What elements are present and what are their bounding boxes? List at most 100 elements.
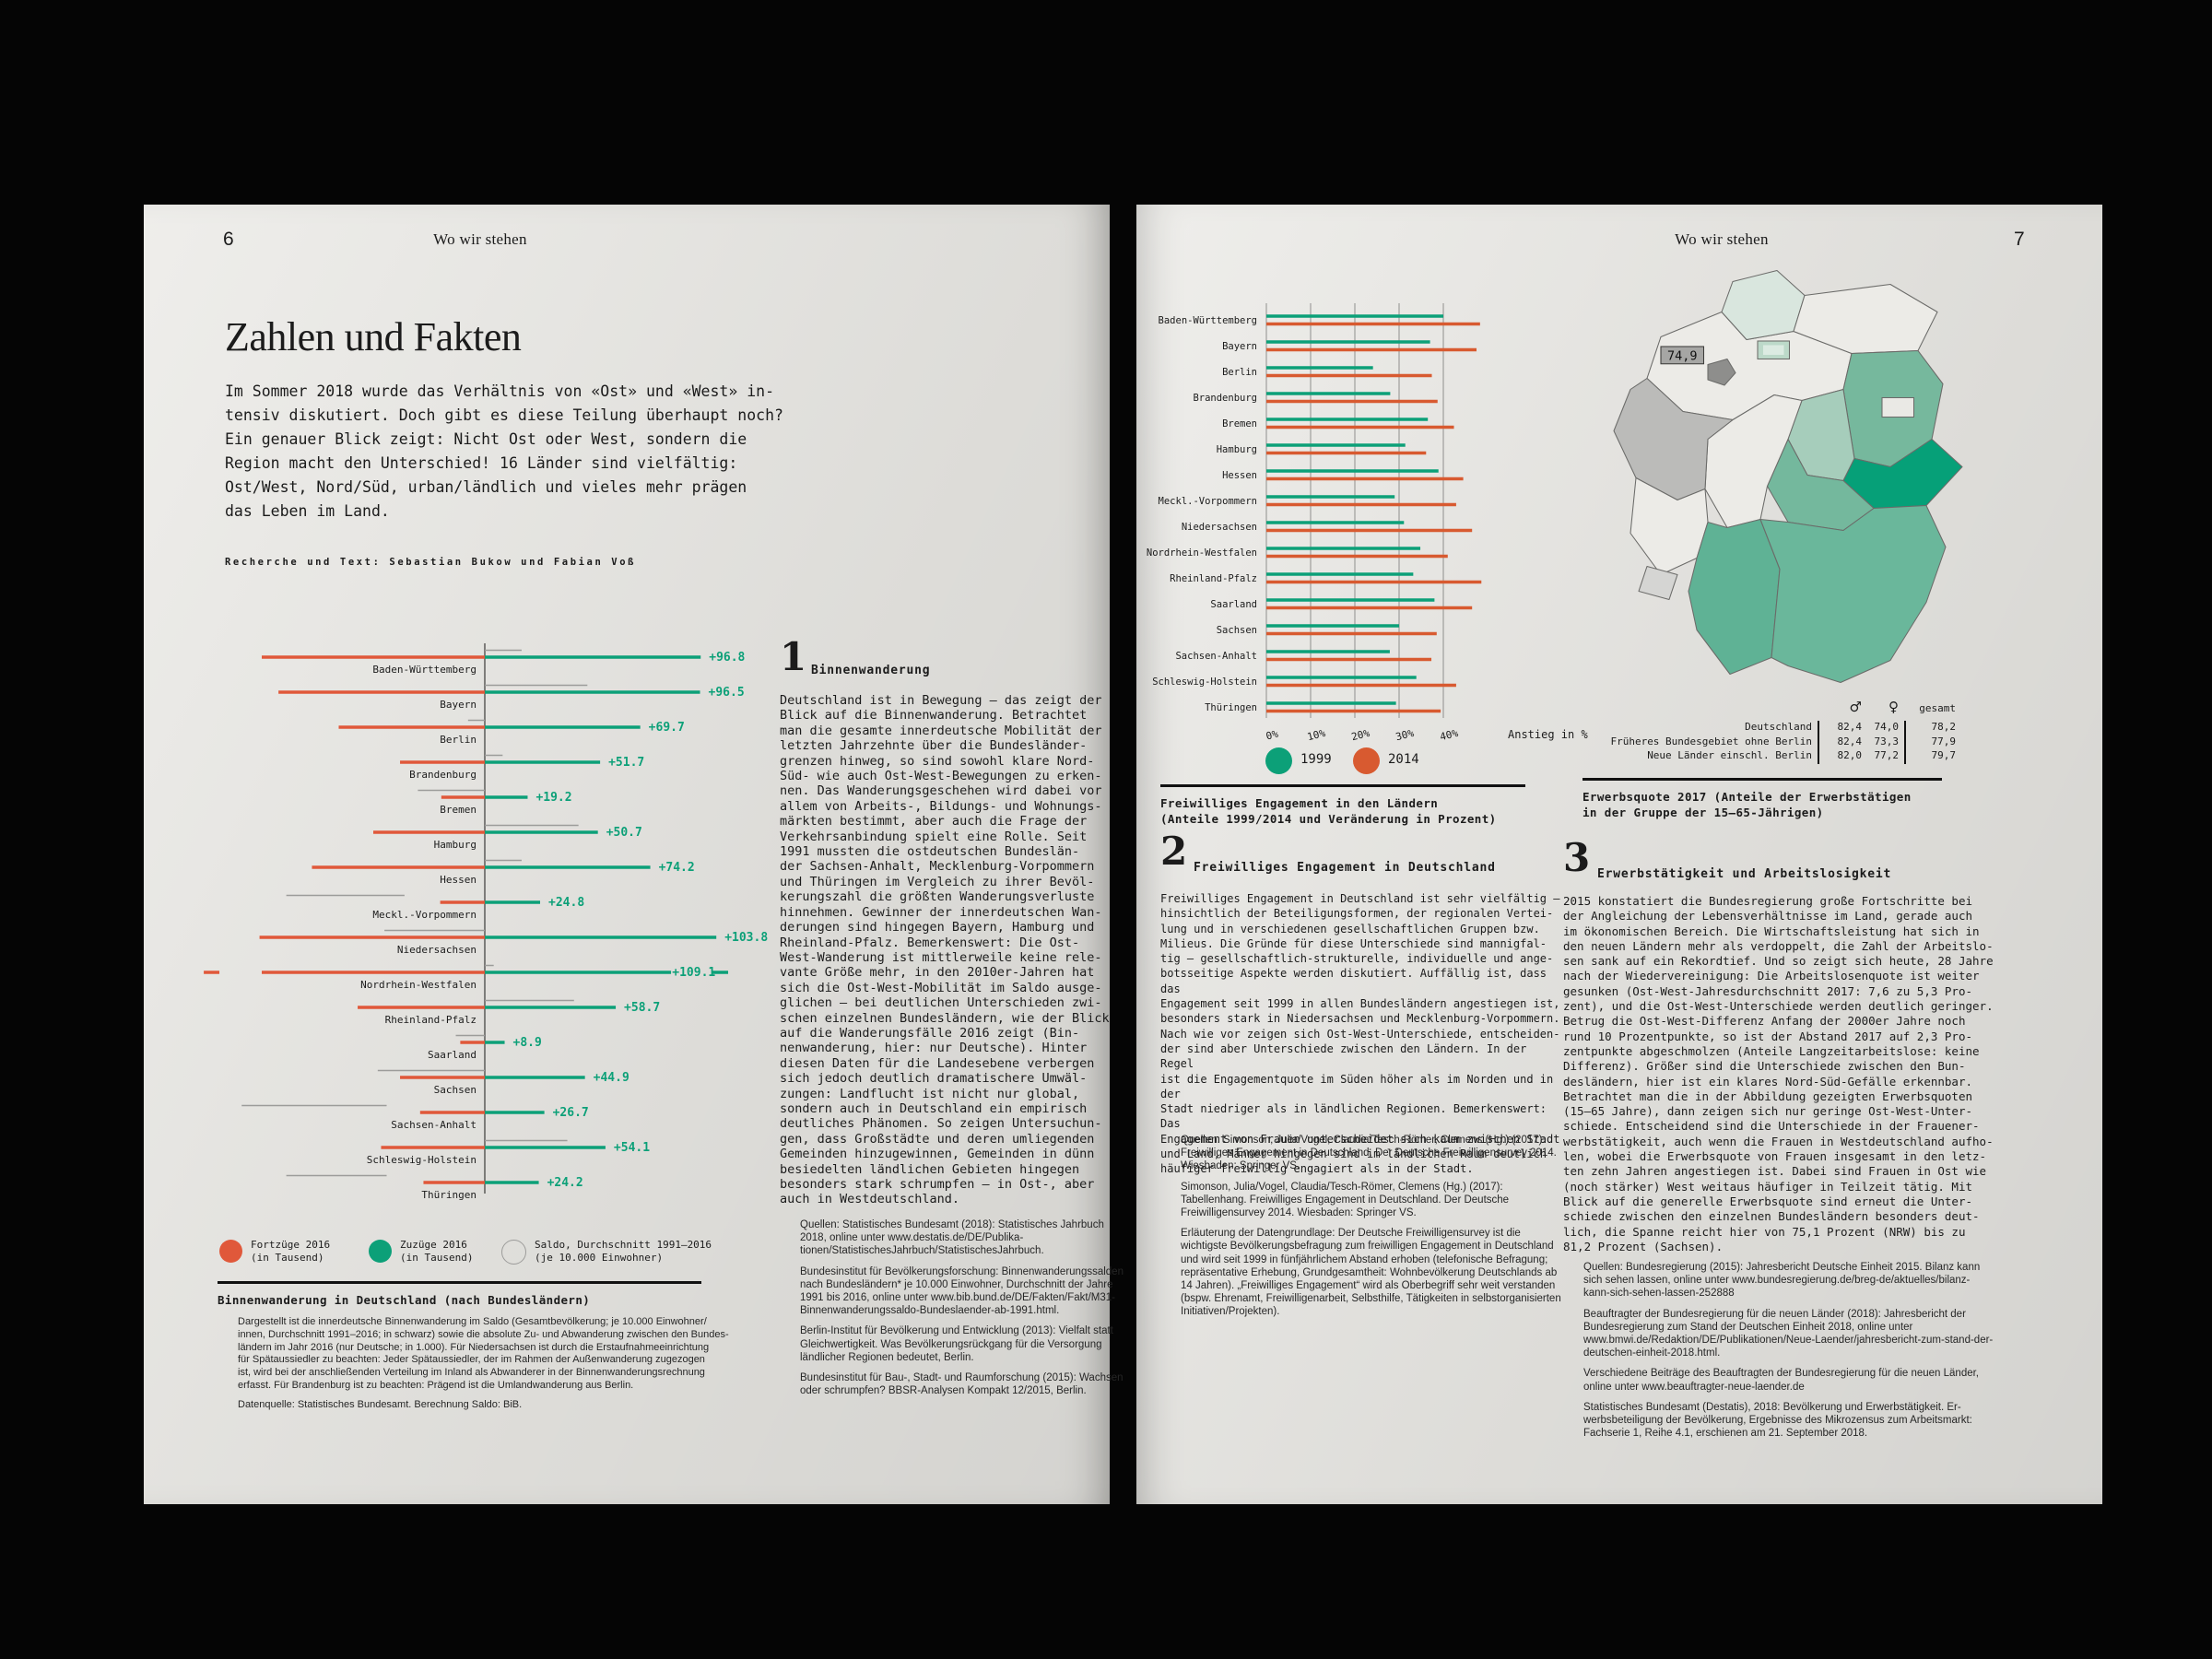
germany-map: 74,9 xyxy=(1613,269,1963,684)
svg-text:Bayern: Bayern xyxy=(1222,341,1257,352)
section3-body: 2015 konstatiert die Bundesregierung gro… xyxy=(1563,894,1994,1253)
svg-text:Schleswig-Holstein: Schleswig-Holstein xyxy=(367,1154,477,1166)
source-paragraph: Quellen: Simonson, Julia/Vogel, Claudia/… xyxy=(1181,1135,1557,1172)
svg-text:+8.9: +8.9 xyxy=(513,1036,542,1050)
svg-text:Sachsen-Anhalt: Sachsen-Anhalt xyxy=(1175,651,1257,662)
svg-text:Rheinland-Pfalz: Rheinland-Pfalz xyxy=(385,1014,477,1026)
page-title: Zahlen und Fakten xyxy=(225,314,522,359)
svg-text:+44.9: +44.9 xyxy=(594,1071,629,1085)
state-Hessen xyxy=(1704,394,1803,529)
page-left: 6 Wo wir stehen Zahlen und Fakten Im Som… xyxy=(144,205,1124,1504)
caption-note-left: Dargestellt ist die innerdeutsche Binnen… xyxy=(238,1316,729,1391)
section3-number: 3 xyxy=(1563,835,1591,880)
female-value: 74,0 xyxy=(1874,721,1900,733)
table-divider xyxy=(1904,749,1906,764)
svg-text:+19.2: +19.2 xyxy=(535,791,571,805)
source-paragraph: Berlin-Institut für Bevölkerung und Entw… xyxy=(800,1325,1113,1363)
section2-body: Freiwilliges Engagement in Deutschland i… xyxy=(1160,892,1560,1176)
svg-text:Berlin: Berlin xyxy=(1222,367,1257,378)
source-paragraph: Simonson, Julia/Vogel, Claudia/Tesch-Röm… xyxy=(1181,1181,1510,1219)
hamburg-inner xyxy=(1763,345,1784,355)
svg-text:Hessen: Hessen xyxy=(440,874,477,886)
caption-title-left: Binnenwanderung in Deutschland (nach Bun… xyxy=(218,1293,591,1307)
svg-text:20%: 20% xyxy=(1350,727,1371,744)
state-Baden-Württemberg xyxy=(1688,518,1781,676)
section2-heading: Freiwilliges Engagement in Deutschland xyxy=(1194,861,1496,875)
source-paragraph: Beauftragter der Bundesregierung für die… xyxy=(1583,1308,1994,1359)
svg-text:Baden-Württemberg: Baden-Württemberg xyxy=(1159,315,1257,326)
svg-text:Hamburg: Hamburg xyxy=(1217,444,1257,455)
map-annotation-box xyxy=(1660,346,1705,365)
source-paragraph: Verschiedene Beiträge des Beauftragten d… xyxy=(1583,1368,1980,1393)
section2-sources: Quellen: Simonson, Julia/Vogel, Claudia/… xyxy=(1181,1134,1568,1326)
male-value: 82,0 xyxy=(1837,749,1863,761)
svg-text:Brandenburg: Brandenburg xyxy=(1193,393,1257,404)
caption-rule-left xyxy=(218,1281,701,1284)
svg-text:Niedersachsen: Niedersachsen xyxy=(397,944,477,956)
svg-text:Anstieg in %: Anstieg in % xyxy=(1508,728,1588,741)
svg-text:Sachsen-Anhalt: Sachsen-Anhalt xyxy=(391,1119,477,1131)
table-row: Früheres Bundesgebiet ohne Berlin 82,4 7… xyxy=(1551,735,1994,749)
svg-text:Bremen: Bremen xyxy=(1222,418,1257,429)
credit-line: Recherche und Text: Sebastian Bukow und … xyxy=(225,557,637,568)
svg-text:+54.1: +54.1 xyxy=(614,1141,650,1155)
svg-text:Sachsen: Sachsen xyxy=(434,1084,477,1096)
table-divider xyxy=(1904,735,1906,749)
svg-text:Hessen: Hessen xyxy=(1222,470,1257,481)
total-value: 79,7 xyxy=(1931,749,1957,761)
svg-text:Baden-Württemberg: Baden-Württemberg xyxy=(372,664,477,676)
svg-text:Saarland: Saarland xyxy=(428,1049,477,1061)
svg-text:30%: 30% xyxy=(1394,727,1416,744)
section3-heading: Erwerbstätigkeit und Arbeitslosigkeit xyxy=(1597,867,1892,881)
svg-text:Niedersachsen: Niedersachsen xyxy=(1182,522,1257,533)
svg-text:Nordrhein-Westfalen: Nordrhein-Westfalen xyxy=(360,979,477,991)
row-label: Neue Länder einschl. Berlin xyxy=(1647,749,1812,761)
gesamt-header: gesamt xyxy=(1919,702,1956,714)
svg-text:+24.8: +24.8 xyxy=(548,896,584,910)
page-number-right: 7 xyxy=(2014,229,2025,250)
svg-text:Hamburg: Hamburg xyxy=(434,839,477,851)
source-paragraph: Bundesinstitut für Bau-, Stadt- und Raum… xyxy=(800,1372,1124,1397)
male-icon: ♂ xyxy=(1849,699,1862,715)
svg-text:+50.7: +50.7 xyxy=(606,826,642,840)
legend-1999: 1999 xyxy=(1265,747,1332,774)
section3-sources: Quellen: Bundesregierung (2015): Jahresb… xyxy=(1583,1261,1996,1447)
caption-title-map: Erwerbsquote 2017 (Anteile der Erwerbstä… xyxy=(1583,790,1912,819)
male-value: 82,4 xyxy=(1837,721,1863,733)
legend-2014: 2014 xyxy=(1353,747,1419,774)
table-row: Neue Länder einschl. Berlin 82,0 77,2 79… xyxy=(1551,749,1994,764)
caption-source-left: Datenquelle: Statistisches Bundesamt. Be… xyxy=(238,1399,523,1410)
svg-text:+109.1: +109.1 xyxy=(672,966,715,980)
female-icon: ♀ xyxy=(1888,699,1899,715)
female-value: 77,2 xyxy=(1874,749,1900,761)
svg-text:Sachsen: Sachsen xyxy=(1217,625,1257,636)
svg-text:74,9: 74,9 xyxy=(1667,348,1698,363)
table-divider xyxy=(1818,721,1819,735)
state-Bremen xyxy=(1707,358,1736,386)
svg-text:40%: 40% xyxy=(1439,727,1460,744)
legend-2014-label: 2014 xyxy=(1388,752,1419,767)
male-value: 82,4 xyxy=(1837,735,1863,747)
row-label: Früheres Bundesgebiet ohne Berlin xyxy=(1610,735,1812,747)
legend-1999-label: 1999 xyxy=(1300,752,1332,767)
svg-text:Bayern: Bayern xyxy=(440,699,477,711)
state-Berlin xyxy=(1881,396,1915,418)
source-paragraph: Erläuterung der Datengrundlage: Der Deut… xyxy=(1181,1228,1561,1318)
running-head-left: Wo wir stehen xyxy=(433,230,527,248)
legend-saldo-label: Saldo, Durchschnitt 1991–2016 (je 10.000… xyxy=(535,1239,712,1264)
svg-text:Bremen: Bremen xyxy=(440,804,477,816)
legend-zuzuege: Zuzüge 2016 (in Tausend) xyxy=(369,1239,473,1264)
legend-fortzuege-label: Fortzüge 2016 (in Tausend) xyxy=(251,1239,331,1264)
table-row: Deutschland 82,4 74,0 78,2 xyxy=(1551,721,1994,735)
legend-1999-dot-icon xyxy=(1265,747,1292,774)
intro-paragraph: Im Sommer 2018 wurde das Verhältnis von … xyxy=(225,382,783,520)
svg-text:Berlin: Berlin xyxy=(440,734,477,746)
svg-text:+24.2: +24.2 xyxy=(547,1176,583,1190)
section2-number: 2 xyxy=(1160,829,1188,874)
svg-text:Meckl.-Vorpommern: Meckl.-Vorpommern xyxy=(1159,496,1257,507)
fortzuege-dot-icon xyxy=(219,1240,242,1263)
legend-fortzuege: Fortzüge 2016 (in Tausend) xyxy=(219,1239,330,1264)
source-paragraph: Bundesinstitut für Bevölkerungsforschung… xyxy=(800,1265,1124,1317)
svg-text:10%: 10% xyxy=(1306,727,1327,744)
